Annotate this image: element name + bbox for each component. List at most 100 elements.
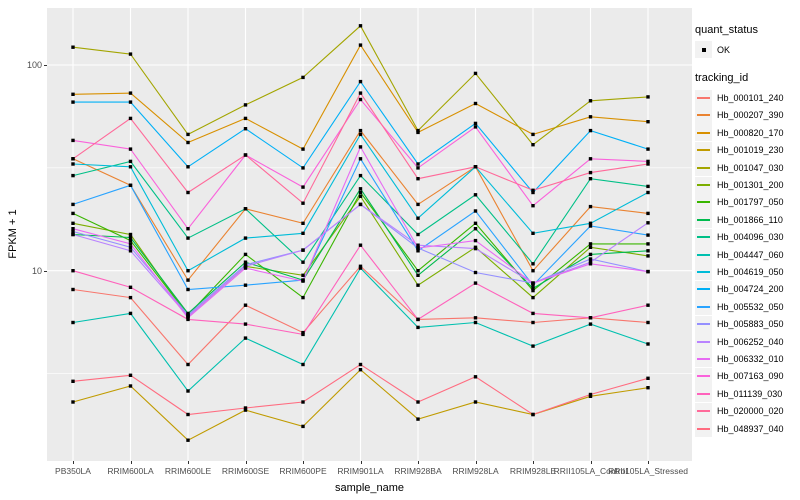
- legend-entry: Hb_007163_090: [695, 367, 799, 385]
- legend-key-line: [695, 350, 712, 368]
- legend-entry: Hb_000820_170: [695, 124, 799, 142]
- legend-key-line: [695, 246, 712, 264]
- x-tick-label: RRIM600SE: [221, 466, 270, 476]
- x-axis-title: sample_name: [334, 482, 405, 494]
- legend-key-line: [695, 211, 712, 229]
- data-point: [588, 99, 593, 103]
- data-point: [301, 273, 305, 277]
- data-point: [646, 159, 650, 164]
- data-point: [531, 143, 535, 147]
- legend-entry-label: Hb_004724_200: [717, 284, 784, 295]
- data-point: [473, 400, 478, 404]
- data-point: [243, 266, 248, 270]
- data-point: [128, 245, 133, 249]
- data-point: [358, 202, 363, 207]
- legend-entry-label: Hb_004447_060: [717, 249, 784, 260]
- data-point: [646, 303, 650, 307]
- data-point: [71, 269, 75, 273]
- data-point: [416, 130, 420, 135]
- legend-color-line: [697, 410, 710, 413]
- x-tick-mark: [130, 461, 132, 464]
- data-point: [358, 24, 363, 28]
- data-point: [71, 202, 75, 207]
- data-point: [473, 320, 478, 325]
- data-point: [588, 157, 593, 161]
- legend-entry: Hb_001047_030: [695, 159, 799, 177]
- data-point: [473, 375, 478, 379]
- data-point: [128, 311, 133, 316]
- legend-entry-label: Hb_001797_050: [717, 197, 784, 208]
- legend-entry: Hb_006252_040: [695, 333, 799, 351]
- legend-color-line: [697, 218, 710, 221]
- legend-key-line: [695, 159, 712, 177]
- data-point: [358, 190, 363, 195]
- x-tick-label: RRII105LA_Control: [553, 466, 628, 476]
- legend-color-line: [697, 288, 710, 291]
- data-point: [531, 286, 535, 291]
- data-point: [301, 424, 305, 429]
- x-tick-mark: [418, 461, 419, 464]
- data-point: [531, 132, 535, 137]
- x-tick-mark: [303, 461, 304, 464]
- x-tick-label: RRIM928LE: [509, 466, 557, 476]
- legend-entry-label: Hb_007163_090: [717, 371, 784, 382]
- chart-svg: [47, 8, 692, 461]
- legend-color-line: [697, 427, 710, 430]
- legend-color-line: [697, 236, 710, 239]
- data-point: [588, 221, 593, 225]
- data-point: [531, 204, 535, 208]
- data-point: [301, 185, 305, 189]
- legend-entry: Hb_001797_050: [695, 193, 799, 211]
- data-point: [358, 97, 363, 102]
- data-point: [358, 266, 363, 270]
- legend-entry: Hb_004447_060: [695, 246, 799, 264]
- legend-entry: Hb_006332_010: [695, 350, 799, 368]
- x-tick-label: RRIM600LA: [107, 466, 154, 476]
- legend-entry: Hb_000207_390: [695, 106, 799, 124]
- data-point: [186, 140, 190, 145]
- data-point: [128, 183, 133, 187]
- data-point: [243, 252, 248, 257]
- data-point: [243, 264, 248, 268]
- x-tick-label: PB350LA: [55, 466, 91, 476]
- legend-key-line: [695, 193, 712, 211]
- data-point: [416, 317, 420, 322]
- data-point: [71, 162, 75, 166]
- legend-entry: Hb_011139_030: [695, 385, 799, 403]
- legend-entry-label: Hb_006252_040: [717, 336, 784, 347]
- legend-entry-label: Hb_005532_050: [717, 301, 784, 312]
- legend-entry-label: Hb_001019_230: [717, 145, 784, 156]
- data-point: [588, 316, 593, 320]
- data-point: [646, 269, 650, 274]
- data-point: [128, 238, 133, 243]
- legend-key-line: [695, 176, 712, 194]
- black-point-icon: [701, 47, 706, 52]
- data-point: [358, 194, 363, 198]
- data-point: [301, 279, 305, 283]
- data-point: [531, 262, 535, 266]
- data-point: [186, 269, 190, 273]
- data-point: [473, 121, 478, 126]
- legend-key-ok: [695, 41, 712, 59]
- data-point: [588, 204, 593, 209]
- data-point: [186, 132, 190, 137]
- legend-entry-label: Hb_000820_170: [717, 127, 784, 138]
- data-point: [358, 243, 363, 247]
- data-point: [358, 128, 363, 133]
- data-point: [531, 311, 535, 316]
- data-point: [71, 92, 75, 96]
- data-point: [186, 190, 190, 195]
- data-point: [71, 45, 75, 49]
- data-point: [416, 243, 420, 247]
- data-point: [186, 278, 190, 282]
- data-point: [588, 394, 593, 398]
- data-point: [243, 236, 248, 240]
- data-point: [128, 384, 133, 388]
- data-point: [358, 157, 363, 161]
- data-point: [243, 303, 248, 307]
- data-point: [473, 165, 478, 169]
- y-tick-label: 100: [26, 60, 42, 70]
- data-point: [646, 242, 650, 246]
- legend-entry-label: Hb_004619_050: [717, 266, 784, 277]
- legend-key-line: [695, 263, 712, 281]
